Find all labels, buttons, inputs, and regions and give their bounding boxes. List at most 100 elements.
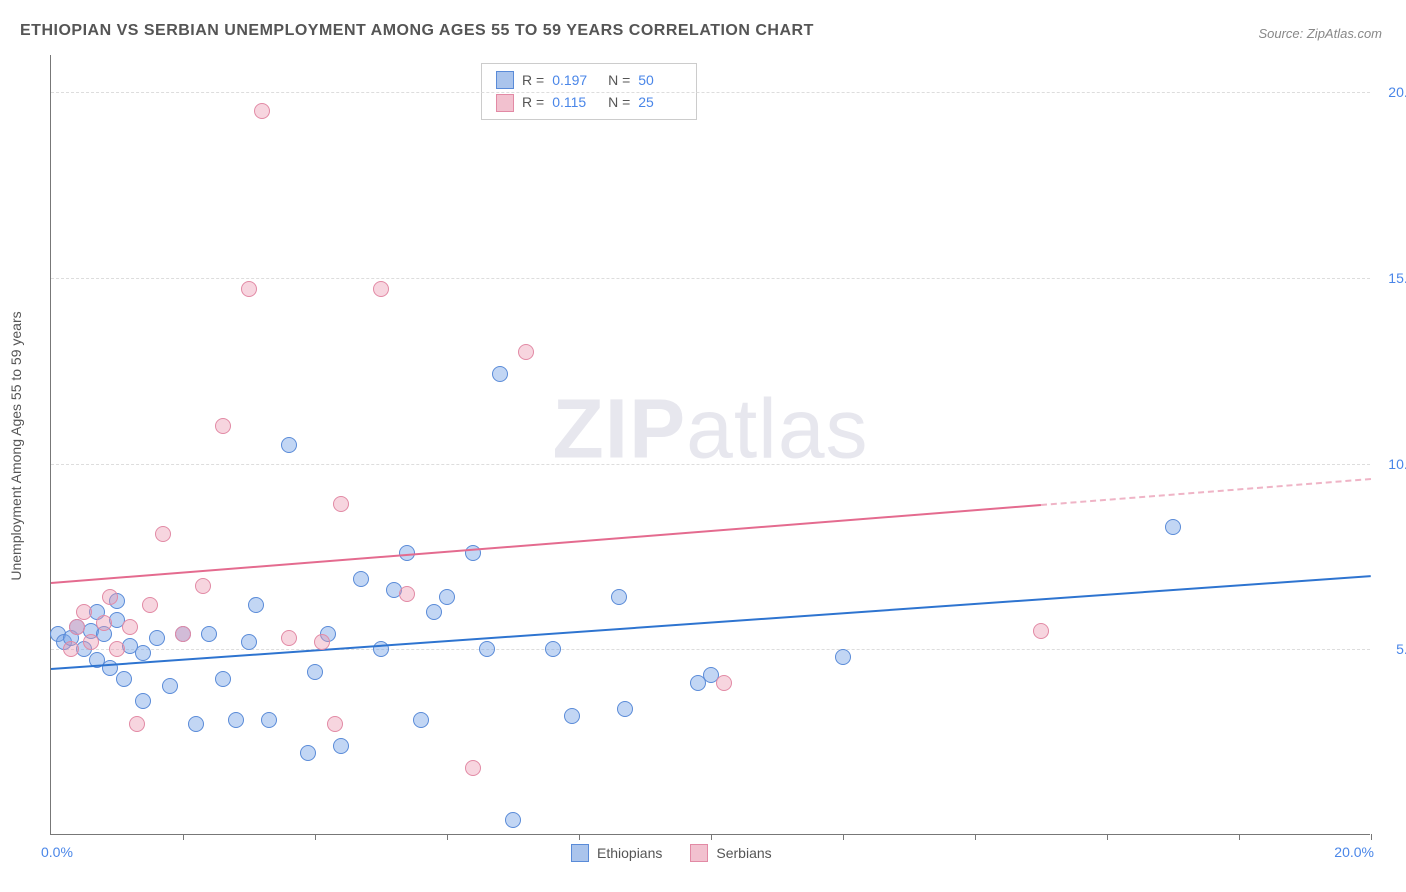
legend-label: Serbians	[716, 845, 771, 861]
data-point	[716, 675, 732, 691]
gridline	[51, 278, 1370, 279]
x-tick	[843, 834, 844, 840]
bottom-legend: Ethiopians Serbians	[571, 844, 772, 862]
data-point	[149, 630, 165, 646]
data-point	[109, 641, 125, 657]
data-point	[63, 641, 79, 657]
data-point	[281, 630, 297, 646]
x-max-label: 20.0%	[1334, 844, 1374, 860]
data-point	[162, 678, 178, 694]
swatch-ethiopians	[496, 71, 514, 89]
data-point	[129, 716, 145, 732]
data-point	[281, 437, 297, 453]
data-point	[142, 597, 158, 613]
data-point	[116, 671, 132, 687]
x-tick	[1239, 834, 1240, 840]
y-axis-label: Unemployment Among Ages 55 to 59 years	[8, 311, 24, 580]
data-point	[241, 281, 257, 297]
data-point	[835, 649, 851, 665]
data-point	[327, 716, 343, 732]
n-value-serbians: 25	[638, 91, 682, 113]
trend-line	[1041, 478, 1371, 506]
r-label: R =	[522, 69, 544, 91]
data-point	[102, 660, 118, 676]
data-point	[83, 634, 99, 650]
data-point	[505, 812, 521, 828]
x-origin-label: 0.0%	[41, 844, 73, 860]
data-point	[155, 526, 171, 542]
data-point	[353, 571, 369, 587]
data-point	[564, 708, 580, 724]
legend-item-ethiopians: Ethiopians	[571, 844, 662, 862]
data-point	[135, 645, 151, 661]
gridline	[51, 464, 1370, 465]
data-point	[413, 712, 429, 728]
x-tick	[447, 834, 448, 840]
y-tick-label: 15.0%	[1376, 270, 1406, 286]
trend-line	[51, 504, 1041, 584]
data-point	[254, 103, 270, 119]
swatch-serbians	[496, 94, 514, 112]
data-point	[1033, 623, 1049, 639]
data-point	[175, 626, 191, 642]
swatch-ethiopians	[571, 844, 589, 862]
data-point	[545, 641, 561, 657]
swatch-serbians	[690, 844, 708, 862]
data-point	[465, 545, 481, 561]
data-point	[426, 604, 442, 620]
stats-row-ethiopians: R = 0.197 N = 50	[496, 69, 682, 91]
chart-title: ETHIOPIAN VS SERBIAN UNEMPLOYMENT AMONG …	[20, 22, 814, 40]
data-point	[195, 578, 211, 594]
data-point	[492, 366, 508, 382]
data-point	[399, 586, 415, 602]
data-point	[241, 634, 257, 650]
x-tick	[183, 834, 184, 840]
data-point	[611, 589, 627, 605]
data-point	[228, 712, 244, 728]
n-value-ethiopians: 50	[638, 69, 682, 91]
scatter-plot: ZIPatlas R = 0.197 N = 50 R = 0.115 N = …	[50, 55, 1370, 835]
x-tick	[1107, 834, 1108, 840]
source-attribution: Source: ZipAtlas.com	[1258, 26, 1382, 41]
r-value-ethiopians: 0.197	[552, 69, 596, 91]
n-label: N =	[604, 69, 630, 91]
x-tick	[315, 834, 316, 840]
data-point	[1165, 519, 1181, 535]
data-point	[76, 604, 92, 620]
data-point	[307, 664, 323, 680]
data-point	[261, 712, 277, 728]
data-point	[215, 671, 231, 687]
data-point	[201, 626, 217, 642]
data-point	[96, 615, 112, 631]
data-point	[465, 760, 481, 776]
legend-label: Ethiopians	[597, 845, 662, 861]
x-tick	[711, 834, 712, 840]
data-point	[479, 641, 495, 657]
r-label: R =	[522, 91, 544, 113]
data-point	[69, 619, 85, 635]
data-point	[373, 281, 389, 297]
data-point	[215, 418, 231, 434]
r-value-serbians: 0.115	[552, 91, 596, 113]
y-tick-label: 5.0%	[1376, 641, 1406, 657]
data-point	[439, 589, 455, 605]
trend-line	[51, 575, 1371, 670]
n-label: N =	[604, 91, 630, 113]
data-point	[314, 634, 330, 650]
data-point	[102, 589, 118, 605]
stats-row-serbians: R = 0.115 N = 25	[496, 91, 682, 113]
x-tick	[1371, 834, 1372, 840]
x-tick	[579, 834, 580, 840]
legend-item-serbians: Serbians	[690, 844, 771, 862]
data-point	[617, 701, 633, 717]
data-point	[248, 597, 264, 613]
data-point	[300, 745, 316, 761]
gridline	[51, 92, 1370, 93]
data-point	[188, 716, 204, 732]
watermark-part1: ZIP	[552, 381, 686, 475]
y-tick-label: 10.0%	[1376, 456, 1406, 472]
data-point	[135, 693, 151, 709]
data-point	[333, 738, 349, 754]
x-tick	[975, 834, 976, 840]
y-tick-label: 20.0%	[1376, 84, 1406, 100]
